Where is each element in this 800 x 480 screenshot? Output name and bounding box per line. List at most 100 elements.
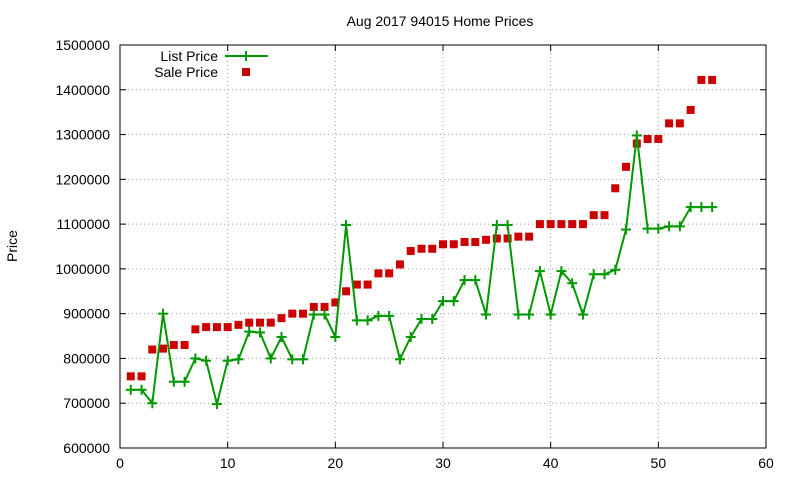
x-tick-label: 50: [651, 455, 667, 471]
list-price-point: [448, 296, 459, 307]
list-price-point: [362, 315, 373, 326]
sale-price-point: [557, 220, 566, 229]
list-price-point: [319, 309, 330, 320]
list-price-point: [276, 331, 287, 342]
y-tick-label: 1300000: [55, 127, 110, 143]
list-price-point: [545, 309, 556, 320]
sale-price-point: [352, 280, 361, 289]
axis-ticks: 0 10 20 30 40 50 60 600000 700000 800000 900000 100…: [55, 37, 774, 471]
sale-price-point: [449, 240, 458, 249]
list-price-point: [491, 220, 502, 231]
x-tick-label: 60: [758, 455, 774, 471]
legend-label-sale-price: Sale Price: [154, 64, 218, 80]
sale-price-point: [708, 75, 717, 84]
sale-price-point: [503, 234, 512, 243]
x-tick-label: 20: [328, 455, 344, 471]
list-price-point: [179, 376, 190, 387]
sale-price-point: [697, 75, 706, 84]
list-price-point: [190, 353, 201, 364]
list-price-point: [287, 354, 298, 365]
list-price-point: [685, 202, 696, 213]
list-price-point: [233, 354, 244, 365]
sale-price-point: [643, 135, 652, 144]
list-price-point: [241, 51, 251, 61]
y-tick-label: 600000: [63, 440, 110, 456]
sale-price-point: [202, 323, 211, 332]
sale-price-point: [535, 220, 544, 229]
sale-price-point: [611, 184, 620, 193]
list-price-point: [394, 354, 405, 365]
list-price-point: [201, 355, 212, 366]
list-price-point: [707, 202, 718, 213]
list-price-point: [459, 275, 470, 286]
sale-price-point: [622, 162, 631, 171]
sale-price-point: [320, 302, 329, 311]
sale-price-point: [363, 280, 372, 289]
sale-price-point: [578, 220, 587, 229]
list-price-point: [351, 315, 362, 326]
list-price-point: [254, 327, 265, 338]
sale-price-point: [482, 235, 491, 244]
sale-price-point: [180, 341, 189, 350]
y-tick-label: 1100000: [57, 216, 111, 232]
sale-price-point: [600, 211, 609, 220]
list-price-point: [642, 223, 653, 234]
list-price-point: [556, 266, 567, 277]
list-price-point: [298, 354, 309, 365]
list-price-point: [373, 310, 384, 321]
sale-price-point: [148, 345, 157, 354]
sale-price-point: [255, 318, 264, 327]
list-price-point: [330, 331, 341, 342]
list-price-point: [308, 309, 319, 320]
list-price-point: [534, 266, 545, 277]
y-tick-label: 700000: [63, 395, 110, 411]
legend-label-list-price: List Price: [160, 48, 218, 64]
chart-title: Aug 2017 94015 Home Prices: [347, 13, 534, 29]
list-price-point: [265, 353, 276, 364]
sale-price-point: [471, 238, 480, 247]
x-tick-label: 10: [220, 455, 236, 471]
list-price-point: [470, 275, 481, 286]
sale-price-point: [460, 238, 469, 247]
sale-price-point: [159, 344, 168, 353]
sale-price-point: [546, 220, 555, 229]
sale-price-point: [665, 119, 674, 128]
sale-price-point: [234, 320, 243, 329]
sale-price-point: [525, 232, 534, 241]
sale-price-point: [568, 220, 577, 229]
y-axis-label: Price: [4, 230, 20, 262]
sale-price-point: [342, 287, 351, 296]
y-tick-label: 1500000: [55, 37, 110, 53]
sale-price-point: [309, 302, 318, 311]
x-tick-label: 40: [543, 455, 559, 471]
sale-price-point: [288, 309, 297, 318]
sale-price-point: [686, 105, 695, 114]
list-price-point: [136, 384, 147, 395]
legend-marker-sale-price: [242, 68, 250, 76]
sale-price-point: [654, 135, 663, 144]
sale-price-point: [395, 260, 404, 269]
sale-price-point: [277, 314, 286, 323]
sale-price-point: [191, 325, 200, 334]
list-price-point: [631, 130, 642, 141]
list-price-point: [621, 224, 632, 235]
sale-price-point: [266, 318, 275, 327]
list-price-point: [438, 296, 448, 307]
sale-price-point: [299, 309, 308, 318]
list-price-point: [222, 355, 233, 366]
sale-price-point: [428, 244, 437, 253]
list-price-point: [416, 314, 427, 325]
list-price-point: [610, 264, 621, 275]
list-price-point: [244, 326, 255, 337]
sale-price-point: [331, 298, 340, 307]
y-tick-label: 900000: [63, 306, 110, 322]
list-price-point: [168, 376, 179, 387]
list-price-point: [664, 221, 675, 232]
sale-price-point: [223, 323, 232, 332]
list-price-point: [427, 314, 438, 325]
x-tick-label: 30: [435, 455, 451, 471]
sale-price-point: [589, 211, 598, 220]
list-price-point: [653, 223, 664, 234]
